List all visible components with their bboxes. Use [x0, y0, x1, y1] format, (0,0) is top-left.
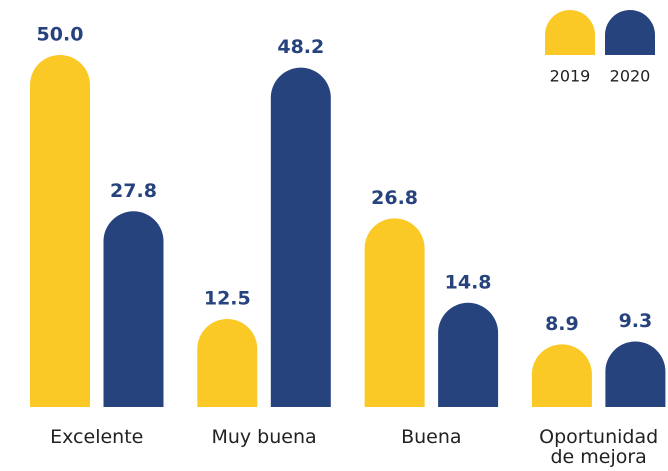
bar — [438, 302, 499, 407]
category-label: Oportunidad de mejora — [539, 426, 659, 468]
value-label: 14.8 — [445, 271, 492, 293]
bar — [30, 55, 90, 407]
value-label: 8.9 — [545, 313, 579, 335]
value-label: 27.8 — [110, 180, 157, 202]
legend-swatch — [605, 10, 655, 55]
value-label: 12.5 — [204, 288, 251, 310]
bar — [270, 67, 331, 408]
legend-label: 2020 — [610, 67, 651, 86]
category-label: Buena — [401, 426, 462, 448]
legend-swatch — [545, 10, 595, 55]
bar — [531, 344, 592, 407]
value-label: 9.3 — [619, 310, 653, 332]
legend-label: 2019 — [550, 67, 591, 86]
bar — [605, 341, 666, 407]
value-label: 48.2 — [277, 36, 324, 58]
bar — [103, 211, 164, 407]
category-label: Muy buena — [211, 426, 317, 448]
value-label: 50.0 — [37, 24, 84, 46]
category-label: Excelente — [50, 426, 144, 448]
bar — [197, 319, 258, 407]
bar — [364, 218, 425, 407]
value-label: 26.8 — [371, 187, 418, 209]
